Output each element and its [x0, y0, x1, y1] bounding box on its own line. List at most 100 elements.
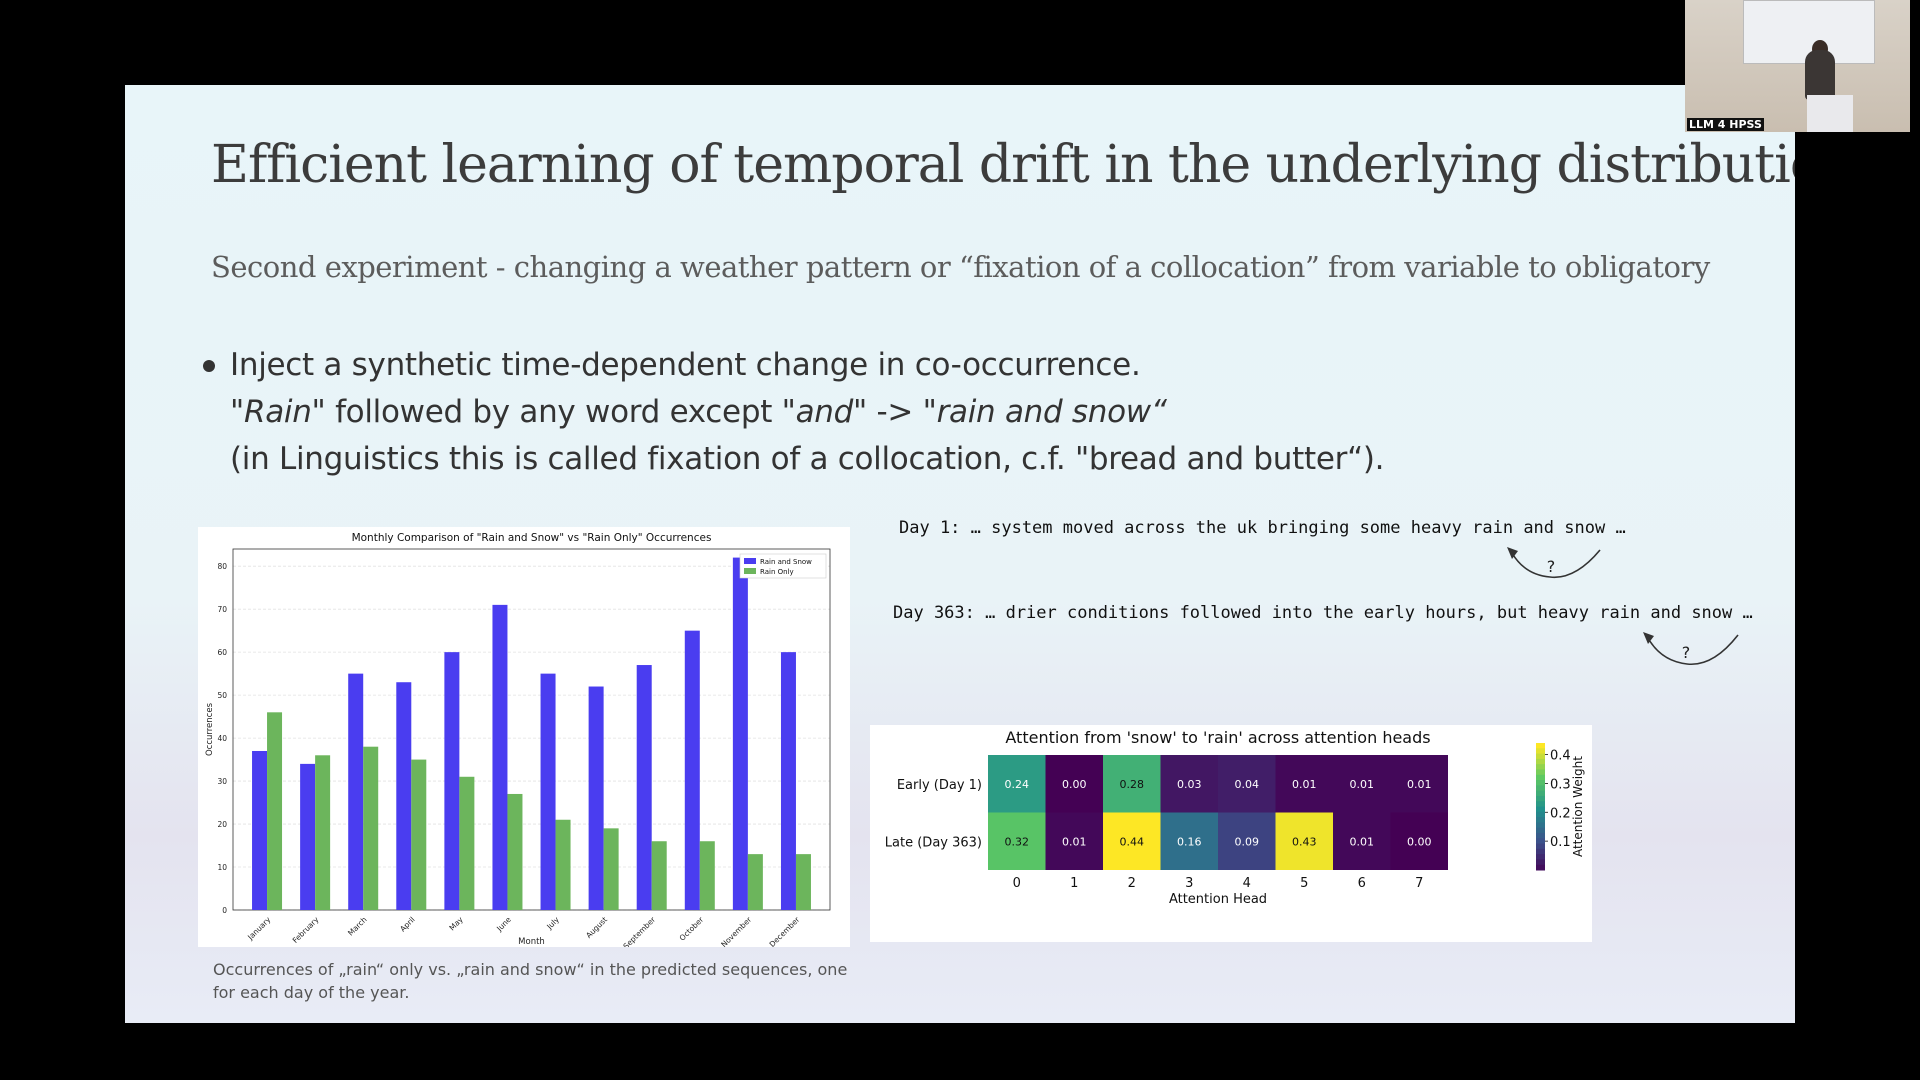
x-tick-label: August: [584, 915, 609, 940]
bar-rain-only: [651, 841, 667, 910]
bar-rain-only: [363, 746, 379, 910]
x-tick-label: December: [767, 914, 802, 947]
y-tick-label: 10: [217, 863, 227, 872]
arrow-text: ->: [866, 394, 923, 430]
colorbar-segment: [1536, 769, 1545, 776]
colorbar-segment: [1536, 811, 1545, 818]
bullet-line-2: "Rain" followed by any word except "and"…: [230, 394, 1167, 430]
x-tick-label: October: [678, 914, 706, 942]
colorbar-segment: [1536, 790, 1545, 797]
plot-frame: [232, 548, 831, 911]
x-tick-label: 4: [1243, 876, 1251, 891]
cell-value-label: 0.00: [1062, 778, 1087, 791]
quote-rain-and-snow: "rain and snow“: [922, 394, 1167, 430]
cell-value-label: 0.01: [1062, 835, 1087, 848]
legend-label: Rain and Snow: [760, 558, 812, 566]
colorbar-segment: [1536, 764, 1545, 770]
colorbar-tick-label: 0.1: [1550, 835, 1571, 850]
heatmap-cell: [988, 755, 1046, 813]
cell-value-label: 0.43: [1292, 835, 1317, 848]
x-axis-label: Month: [518, 937, 545, 947]
legend-swatch: [744, 558, 756, 564]
x-tick-label: January: [245, 915, 273, 943]
colorbar-tick-label: 0.2: [1550, 806, 1571, 821]
cell-value-label: 0.16: [1177, 835, 1202, 848]
colorbar-segment: [1536, 854, 1545, 860]
x-tick-label: May: [447, 915, 465, 933]
bar-chart-card: Monthly Comparison of "Rain and Snow" vs…: [198, 527, 850, 951]
bar-rain-and-snow: [300, 763, 316, 910]
bar-rain-and-snow: [588, 686, 604, 910]
x-tick-label: September: [621, 914, 657, 947]
heatmap-cell: [1275, 812, 1333, 870]
colorbar-segment: [1536, 780, 1545, 786]
bar-rain-and-snow: [444, 652, 460, 910]
example-day-363: Day 363: … drier conditions followed int…: [893, 603, 1753, 623]
colorbar-segment: [1536, 848, 1545, 855]
row-label: Early (Day 1): [897, 778, 982, 793]
heatmap-cell: [1333, 812, 1391, 870]
example-day-1: Day 1: … system moved across the uk brin…: [899, 518, 1626, 538]
heatmap-cell: [1333, 755, 1391, 813]
legend-swatch: [744, 568, 756, 574]
y-tick-label: 80: [217, 562, 227, 571]
colorbar-segment: [1536, 832, 1545, 839]
colorbar-segment: [1536, 774, 1545, 781]
x-tick-label: November: [719, 914, 754, 947]
y-axis-label: Occurrences: [205, 702, 215, 756]
bar-rain-only: [699, 841, 715, 910]
y-tick-label: 40: [217, 734, 227, 743]
colorbar-segment: [1536, 801, 1545, 807]
heatmap-cell: [1218, 812, 1276, 870]
colorbar-label: Attention Weight: [1571, 756, 1585, 857]
y-tick-label: 20: [217, 820, 227, 829]
cell-value-label: 0.44: [1120, 835, 1145, 848]
x-axis-label: Attention Head: [1169, 892, 1267, 907]
y-tick-label: 60: [217, 648, 227, 657]
bar-rain-only: [459, 776, 475, 910]
heatmap-cell: [1045, 812, 1103, 870]
x-tick-label: 7: [1415, 876, 1423, 891]
x-tick-label: July: [544, 915, 561, 932]
bar-rain-only: [555, 819, 571, 910]
bullet-line-1: Inject a synthetic time-dependent change…: [230, 347, 1141, 383]
heatmap-cell: [1390, 812, 1448, 870]
slide: Efficient learning of temporal drift in …: [125, 85, 1795, 1023]
heatmap-chart: Attention from 'snow' to 'rain' across a…: [885, 728, 1585, 907]
heatmap-cell: [1160, 755, 1218, 813]
bar-rain-and-snow: [348, 673, 364, 910]
slide-subtitle: Second experiment - changing a weather p…: [211, 250, 1710, 284]
x-tick-label: 0: [1013, 876, 1021, 891]
x-tick-label: 1: [1070, 876, 1078, 891]
row-label: Late (Day 363): [885, 835, 982, 850]
colorbar-segment: [1536, 758, 1545, 765]
cell-value-label: 0.32: [1005, 835, 1030, 848]
bullet-line-2-mid: followed by any word except: [325, 394, 782, 430]
cell-value-label: 0.01: [1292, 778, 1317, 791]
bar-rain-and-snow: [732, 557, 748, 910]
bullet-icon: [203, 360, 215, 372]
colorbar-segment: [1536, 822, 1545, 829]
quote-rain: "Rain": [230, 394, 326, 430]
arrow-icon-day-363: ?: [1643, 632, 1739, 666]
colorbar-tick-label: 0.4: [1550, 749, 1571, 764]
heatmap-cell: [1045, 755, 1103, 813]
bar-rain-and-snow: [684, 630, 700, 910]
colorbar-segment: [1536, 838, 1545, 845]
heatmap-card: Attention from 'snow' to 'rain' across a…: [870, 725, 1592, 942]
bar-rain-and-snow: [540, 673, 556, 910]
colorbar-segment: [1536, 859, 1545, 866]
chart-title: Monthly Comparison of "Rain and Snow" vs…: [352, 532, 712, 544]
colorbar-segment: [1536, 864, 1545, 871]
speaker: [1805, 50, 1835, 100]
colorbar-segment: [1536, 753, 1545, 760]
legend-label: Rain Only: [760, 568, 794, 576]
bar-rain-only: [315, 755, 331, 910]
colorbar-segment: [1536, 743, 1545, 749]
bar-rain-only: [267, 712, 283, 910]
y-tick-label: 30: [217, 777, 227, 786]
heatmap-cell: [1275, 755, 1333, 813]
y-tick-label: 70: [217, 605, 227, 614]
speaker-webcam: LLM 4 HPSS: [1685, 0, 1910, 132]
cell-value-label: 0.24: [1005, 778, 1030, 791]
